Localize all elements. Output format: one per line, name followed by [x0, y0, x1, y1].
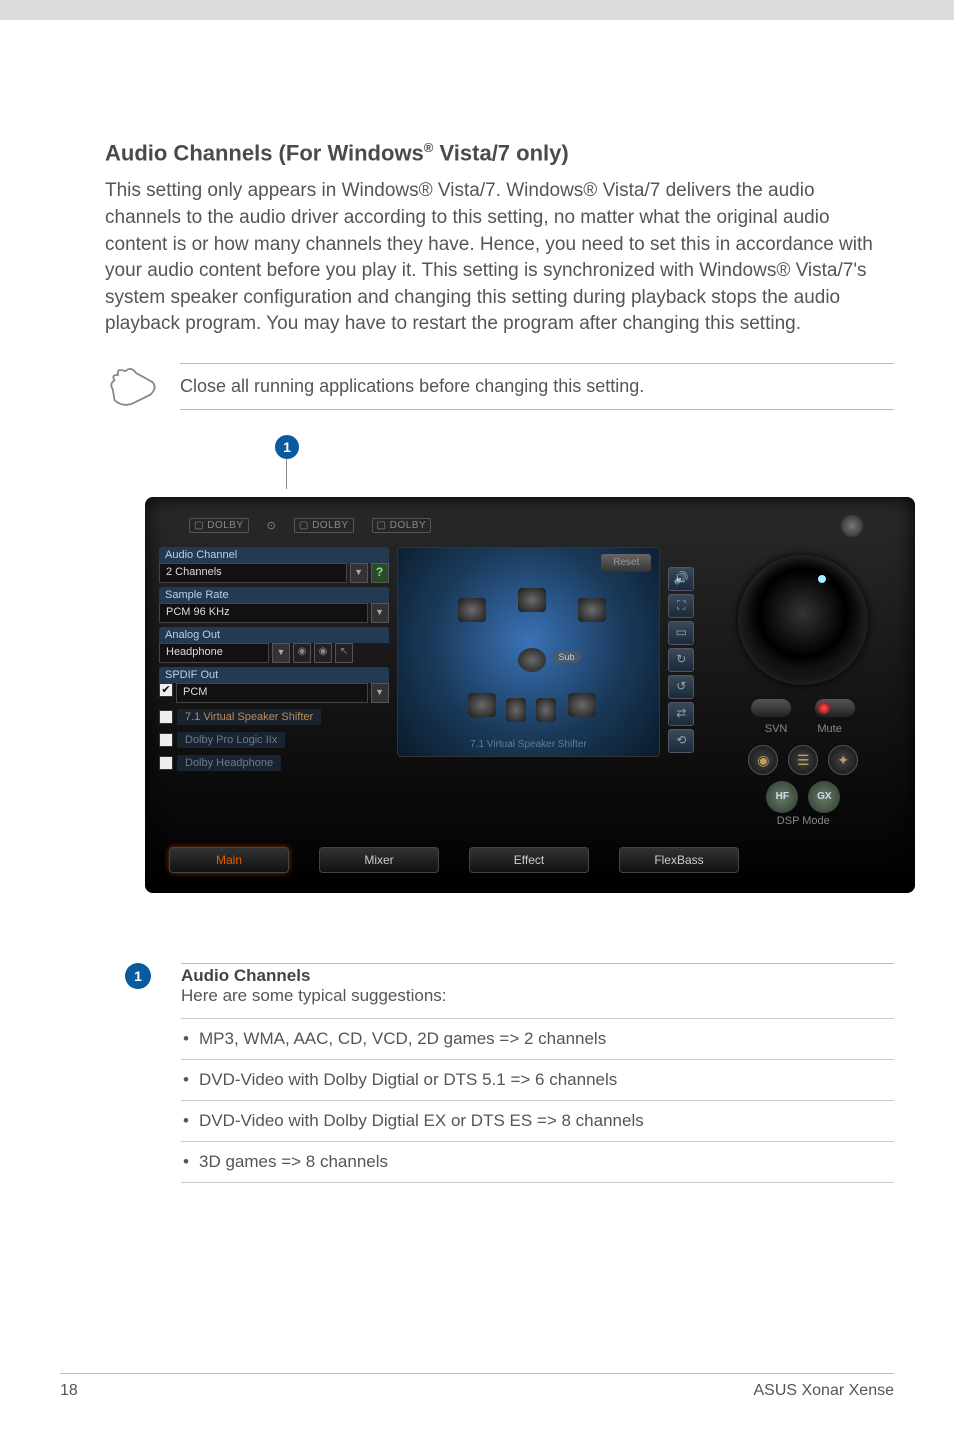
analog-out-icon-1[interactable]: ◉: [293, 643, 311, 663]
analog-out-select[interactable]: Headphone: [159, 643, 269, 663]
tab-effect[interactable]: Effect: [469, 847, 589, 873]
spdif-checkbox[interactable]: ✔: [159, 683, 173, 697]
side-btn-swap-icon[interactable]: ⇄: [668, 702, 694, 726]
description-body: Audio Channels Here are some typical sug…: [181, 963, 894, 1183]
tab-flexbass[interactable]: FlexBass: [619, 847, 739, 873]
spdif-select[interactable]: PCM: [176, 683, 368, 703]
tab-mixer[interactable]: Mixer: [319, 847, 439, 873]
callout-line: [286, 459, 287, 489]
analog-out-dropdown-icon[interactable]: ▼: [272, 643, 290, 663]
dsp-mode-label: DSP Mode: [706, 815, 901, 827]
hf-button[interactable]: HF: [766, 781, 798, 813]
side-btn-rotate-cw-icon[interactable]: ↻: [668, 648, 694, 672]
side-btn-h-icon[interactable]: ▭: [668, 621, 694, 645]
sample-rate-dropdown-icon[interactable]: ▼: [371, 603, 389, 623]
spdif-dropdown-icon[interactable]: ▼: [371, 683, 389, 703]
dolby-badge-3: ▢ DOLBY: [372, 518, 432, 533]
speaker-map: Reset Sub 7.1 Virtual Speaker Shifter: [397, 547, 661, 757]
note-hand-icon: [105, 364, 160, 409]
mode-btn-3-icon[interactable]: ✦: [828, 745, 858, 775]
speaker-front-left[interactable]: [458, 598, 486, 622]
sample-rate-select[interactable]: PCM 96 KHz: [159, 603, 368, 623]
list-item: DVD-Video with Dolby Digtial EX or DTS E…: [181, 1100, 894, 1141]
mode-btn-2-icon[interactable]: ☰: [788, 745, 818, 775]
page-footer: 18 ASUS Xonar Xense: [60, 1373, 894, 1400]
audio-channel-select[interactable]: 2 Channels: [159, 563, 347, 583]
volume-column: SVN Mute ◉ ☰ ✦ HF GX DSP Mode: [706, 547, 901, 827]
mute-label: Mute: [817, 723, 841, 735]
sample-rate-label: Sample Rate: [159, 587, 389, 603]
vss-option[interactable]: 7.1 Virtual Speaker Shifter: [177, 709, 321, 725]
description-block: 1 Audio Channels Here are some typical s…: [125, 963, 894, 1183]
dolby-badge-2: ▢ DOLBY: [294, 518, 354, 533]
product-name: ASUS Xonar Xense: [753, 1382, 894, 1400]
note-box: Close all running applications before ch…: [105, 363, 894, 410]
list-item: MP3, WMA, AAC, CD, VCD, 2D games => 2 ch…: [181, 1018, 894, 1059]
mute-toggle[interactable]: [815, 699, 855, 717]
side-btn-expand-icon[interactable]: ⛶: [668, 594, 694, 618]
reset-button[interactable]: Reset: [601, 554, 651, 572]
side-btn-vol-icon[interactable]: 🔊: [668, 567, 694, 591]
speaker-front-right[interactable]: [578, 598, 606, 622]
analog-out-icon-2[interactable]: ◉: [314, 643, 332, 663]
analog-out-icon-3[interactable]: ↖: [335, 643, 353, 663]
description-list: MP3, WMA, AAC, CD, VCD, 2D games => 2 ch…: [181, 1018, 894, 1183]
audio-channel-label: Audio Channel: [159, 547, 389, 563]
mode-btn-1-icon[interactable]: ◉: [748, 745, 778, 775]
dhp-option[interactable]: Dolby Headphone: [177, 755, 281, 771]
panel-top-bar: ▢ DOLBY ⊙ ▢ DOLBY ▢ DOLBY: [159, 511, 901, 547]
page-number: 18: [60, 1382, 78, 1400]
tab-main[interactable]: Main: [169, 847, 289, 873]
dpl-option[interactable]: Dolby Pro Logic IIx: [177, 732, 285, 748]
heading-post: Vista/7 only): [433, 140, 568, 165]
list-item: 3D games => 8 channels: [181, 1141, 894, 1183]
speaker-sub[interactable]: [518, 648, 546, 672]
note-text: Close all running applications before ch…: [180, 363, 894, 410]
dolby-badge-1: ▢ DOLBY: [189, 518, 249, 533]
svn-label: SVN: [765, 723, 788, 735]
body-paragraph: This setting only appears in Windows® Vi…: [105, 178, 894, 338]
speaker-map-caption: 7.1 Virtual Speaker Shifter: [398, 739, 660, 750]
headphone-icon: ⊙: [267, 519, 276, 532]
audio-channel-help-icon[interactable]: ?: [371, 563, 389, 583]
speaker-side-right[interactable]: [536, 698, 556, 722]
description-title: Audio Channels: [181, 966, 894, 986]
section-heading: Audio Channels (For Windows® Vista/7 onl…: [105, 140, 894, 166]
panel-body: Audio Channel 2 Channels ▼ ? Sample Rate…: [159, 547, 901, 827]
description-number: 1: [125, 963, 151, 989]
callout-marker: 1: [275, 435, 894, 489]
list-item: DVD-Video with Dolby Digtial or DTS 5.1 …: [181, 1059, 894, 1100]
power-button[interactable]: [841, 515, 863, 537]
speaker-center[interactable]: [518, 588, 546, 612]
side-btn-reset-icon[interactable]: ⟲: [668, 729, 694, 753]
panel-tabs: Main Mixer Effect FlexBass: [159, 841, 901, 879]
volume-knob[interactable]: [738, 555, 868, 685]
gx-button[interactable]: GX: [808, 781, 840, 813]
audio-panel: ▢ DOLBY ⊙ ▢ DOLBY ▢ DOLBY Audio Channel …: [145, 497, 915, 893]
speaker-side-left[interactable]: [506, 698, 526, 722]
side-btn-rotate-ccw-icon[interactable]: ↺: [668, 675, 694, 699]
vss-checkbox[interactable]: [159, 710, 173, 724]
heading-pre: Audio Channels (For Windows: [105, 140, 424, 165]
svn-toggle[interactable]: [751, 699, 791, 717]
speaker-rear-right[interactable]: [568, 693, 596, 717]
heading-sup: ®: [424, 140, 434, 155]
side-controls: 🔊 ⛶ ▭ ↻ ↺ ⇄ ⟲: [668, 547, 697, 827]
top-bar: [0, 0, 954, 20]
speaker-rear-left[interactable]: [468, 693, 496, 717]
page-content: Audio Channels (For Windows® Vista/7 onl…: [0, 20, 954, 1183]
analog-out-label: Analog Out: [159, 627, 389, 643]
audio-channel-dropdown-icon[interactable]: ▼: [350, 563, 368, 583]
settings-column: Audio Channel 2 Channels ▼ ? Sample Rate…: [159, 547, 389, 827]
callout-number: 1: [275, 435, 299, 459]
sub-label: Sub: [553, 651, 581, 663]
description-subtitle: Here are some typical suggestions:: [181, 986, 894, 1006]
dpl-checkbox[interactable]: [159, 733, 173, 747]
spdif-out-label: SPDIF Out: [159, 667, 389, 683]
dhp-checkbox[interactable]: [159, 756, 173, 770]
